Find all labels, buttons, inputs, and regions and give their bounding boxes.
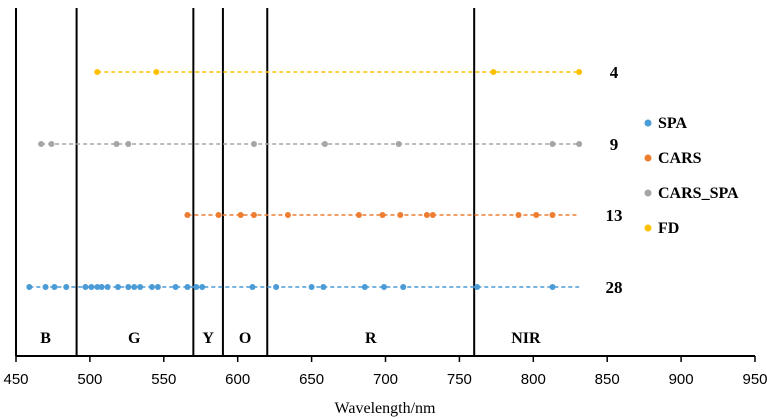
data-point [474,284,481,290]
data-point [184,212,191,218]
data-point [125,141,132,147]
data-point [113,141,120,147]
data-point [26,284,33,290]
band-label: NIR [511,330,541,347]
data-point [423,212,430,218]
legend-item: FD [644,220,679,237]
series-layer: 4 9 13 28 [26,63,623,297]
band-label: G [128,330,141,347]
data-point [400,284,407,290]
data-point [395,141,402,147]
data-point [51,284,58,290]
x-tick-label: 750 [447,371,472,388]
data-point [63,284,70,290]
data-point [131,284,138,290]
data-point [148,284,155,290]
x-tick-label: 950 [742,371,767,388]
series-spa: 28 [26,278,623,297]
count-label: 9 [610,135,619,154]
data-point [361,284,368,290]
data-point [104,284,111,290]
data-point [215,212,222,218]
legend-marker [644,224,652,232]
legend-marker [644,154,652,162]
data-point [549,284,556,290]
x-tick-label: 650 [299,371,324,388]
data-point [355,212,362,218]
data-point [549,212,556,218]
data-point [549,141,556,147]
series-cars: 13 [184,206,623,225]
data-point [125,284,132,290]
legend-label: CARS [658,150,702,167]
x-tick-label: 500 [77,371,102,388]
band-label: B [40,330,51,347]
legend-item: CARS [644,150,702,167]
data-point [172,284,179,290]
band-label: Y [202,330,214,347]
series-cars-spa: 9 [38,135,618,154]
data-point [38,141,45,147]
legend-item: CARS_SPA [644,185,739,202]
data-point [237,212,244,218]
series-fd: 4 [94,63,619,82]
data-point [88,284,95,290]
data-point [381,284,388,290]
x-tick-label: 700 [373,371,398,388]
data-point [284,212,291,218]
x-tick-label: 850 [595,371,620,388]
data-point [576,141,583,147]
x-axis: 450 500 550 600 650 700 750 800 850 900 950 [3,355,767,388]
x-axis-title: Wavelength/nm [335,400,436,417]
data-point [250,141,257,147]
data-point [320,284,327,290]
legend-label: CARS_SPA [658,185,739,202]
data-point [321,141,328,147]
data-point [397,212,404,218]
data-point [273,284,280,290]
x-tick-label: 550 [151,371,176,388]
legend-item: SPA [644,115,687,132]
data-point [576,69,583,75]
data-point [429,212,436,218]
data-point [153,69,160,75]
data-point [250,212,257,218]
data-point [490,69,497,75]
legend-marker [644,189,652,197]
data-point [154,284,161,290]
data-point [137,284,144,290]
data-point [42,284,49,290]
x-tick-label: 450 [3,371,28,388]
data-point [515,212,522,218]
data-point [249,284,256,290]
data-point [379,212,386,218]
data-point [184,284,191,290]
legend-label: FD [658,220,679,237]
legend-marker [644,119,652,127]
count-label: 13 [606,206,623,225]
legend: SPA CARS CARS_SPA FD [644,115,739,237]
data-point [114,284,121,290]
data-point [48,141,55,147]
x-tick-label: 600 [225,371,250,388]
count-label: 28 [606,278,623,297]
x-tick-label: 900 [669,371,694,388]
legend-label: SPA [658,115,687,132]
data-point [82,284,89,290]
data-point [98,284,105,290]
band-lines: B G Y O R NIR [15,8,541,356]
data-point [193,284,200,290]
data-point [94,284,101,290]
count-label: 4 [610,63,619,82]
x-tick-label: 800 [521,371,546,388]
band-label: O [239,330,251,347]
data-point [94,69,101,75]
data-point [533,212,540,218]
data-point [199,284,206,290]
band-label: R [365,330,377,347]
data-point [308,284,315,290]
